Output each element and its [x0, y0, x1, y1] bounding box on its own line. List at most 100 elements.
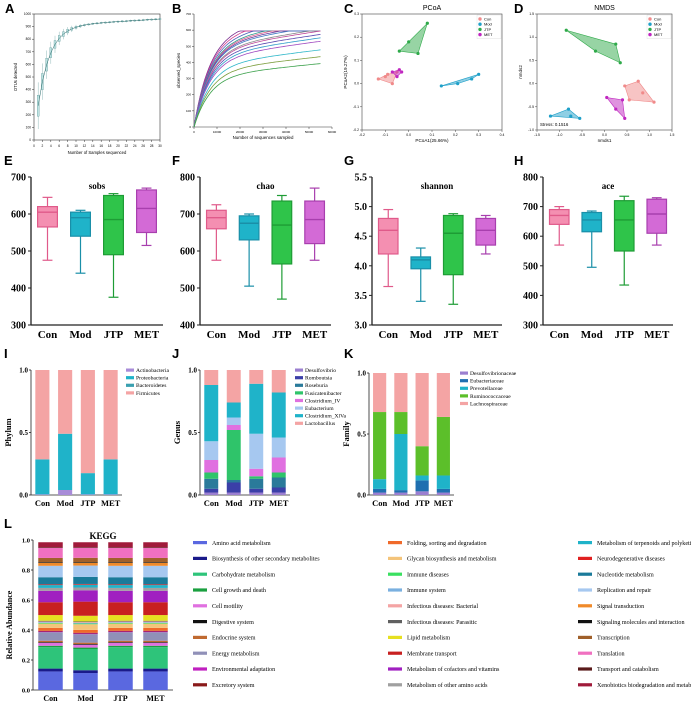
bar-segment: [35, 459, 50, 495]
legend-swatch: [388, 635, 402, 639]
panel-letter-i: I: [4, 346, 8, 361]
sample-point: [395, 75, 399, 79]
bar-segment: [204, 441, 219, 460]
bar-segment: [143, 577, 168, 585]
legend-swatch: [295, 398, 303, 403]
bar-segment: [204, 488, 219, 493]
sample-point: [614, 107, 618, 111]
panel-g: 3.0 3.5 4.0 4.5 5.0 5.5 shannon Con Mod JTP MET: [355, 173, 502, 341]
bar-segment: [436, 488, 450, 493]
legend-label: Cell growth and death: [212, 588, 266, 594]
panel-letter-f: F: [172, 153, 180, 168]
y-tick-label: 700: [26, 50, 32, 54]
rarefaction-curve: [193, 40, 321, 128]
legend-label: Proteobacteria: [136, 376, 169, 382]
sample-point: [623, 116, 627, 120]
legend-label: Replication and repair: [597, 588, 651, 594]
legend-label: Lachnospiraceae: [470, 401, 508, 407]
x-tick-label: MET: [101, 498, 121, 508]
bar-segment: [103, 459, 118, 495]
y-tick-label: 4.5: [355, 232, 368, 243]
bar-segment: [38, 623, 63, 628]
bar-segment: [271, 487, 286, 493]
legend-label: Eubacterium: [305, 406, 334, 412]
group-hull: [550, 108, 581, 119]
box-mod: [410, 256, 432, 270]
bar-segment: [143, 627, 168, 631]
box-con: [205, 209, 227, 230]
y-tick-label: 700: [11, 173, 26, 184]
bar-segment: [38, 671, 63, 690]
y-tick-label: -1.0: [528, 128, 534, 132]
bar-segment: [226, 430, 241, 480]
legend-label: Signal transduction: [597, 604, 644, 610]
legend-label: Immune system: [407, 588, 446, 594]
x-tick-label: JTP: [272, 329, 292, 341]
sample-point: [636, 79, 640, 83]
sample-point: [623, 84, 627, 88]
panel-letter-a: A: [5, 1, 15, 16]
sample-point: [566, 107, 571, 111]
bar-segment: [38, 585, 63, 588]
x-axis-label: nmds1: [598, 138, 612, 143]
bar-segment: [108, 640, 133, 643]
x-tick-label: MET: [434, 498, 454, 508]
x-tick-label: Mod: [78, 694, 95, 703]
legend-label: Lactobacillus: [305, 421, 335, 427]
legend-swatch: [295, 421, 303, 425]
bar-segment: [38, 590, 63, 603]
x-axis-label: Number of sequences sampled: [233, 135, 294, 140]
y-tick-label: 300: [26, 100, 32, 104]
bar-segment: [73, 576, 98, 584]
bar-segment: [73, 644, 98, 645]
bar-segment: [271, 392, 286, 438]
bar-segment: [415, 475, 429, 481]
bar-segment: [108, 647, 133, 669]
panel-i: 0.0 0.5 1.0 Phylum Con Mod JTP MET Actinobacteri…: [3, 367, 169, 509]
legend-label: Immune diseases: [407, 572, 449, 578]
x-tick-label: JTP: [113, 694, 127, 703]
sample-point: [641, 91, 645, 95]
x-tick-label: Con: [35, 498, 50, 508]
legend-swatch: [460, 394, 468, 398]
y-axis-label: nmds2: [518, 65, 523, 79]
bar-segment: [143, 668, 168, 672]
bar-segment: [73, 629, 98, 633]
bar-segment: [38, 547, 63, 548]
box-con: [377, 217, 399, 255]
legend-label: Con: [654, 16, 661, 21]
legend-label: Glycan biosynthesis and metabolism: [407, 557, 497, 563]
group-hull: [441, 74, 479, 87]
bar-segment: [73, 590, 98, 602]
bar-segment: [73, 622, 98, 624]
x-tick-label: 0: [193, 130, 195, 134]
bar-segment: [38, 630, 63, 632]
chart-title: chao: [257, 181, 276, 191]
bar-segment: [38, 645, 63, 648]
y-tick-label: 0.0: [354, 82, 359, 86]
bar-segment: [38, 622, 63, 623]
legend-swatch: [126, 368, 134, 372]
bar-segment: [38, 632, 63, 641]
rarefaction-curve: [193, 30, 321, 128]
legend-swatch: [193, 620, 207, 624]
sample-point: [605, 95, 609, 100]
bar-segment: [143, 622, 168, 623]
bar-segment: [143, 547, 168, 558]
bar-segment: [73, 601, 98, 616]
legend-swatch: [388, 604, 402, 608]
y-tick-label: 400: [523, 291, 538, 302]
legend-swatch: [578, 572, 592, 576]
bar-segment: [226, 492, 241, 495]
x-tick-label: -1.5: [534, 133, 540, 137]
y-tick-label: 300: [523, 321, 538, 332]
x-axis-label: PCoA1(25.66%): [415, 138, 449, 143]
bar-segment: [73, 642, 98, 645]
legend-label: Con: [484, 16, 491, 21]
bar-segment: [108, 645, 133, 648]
bar-segment: [226, 370, 241, 403]
bar-segment: [394, 373, 408, 413]
x-tick-label: JTP: [614, 329, 634, 341]
legend-swatch: [193, 683, 207, 687]
legend-swatch: [578, 667, 592, 671]
